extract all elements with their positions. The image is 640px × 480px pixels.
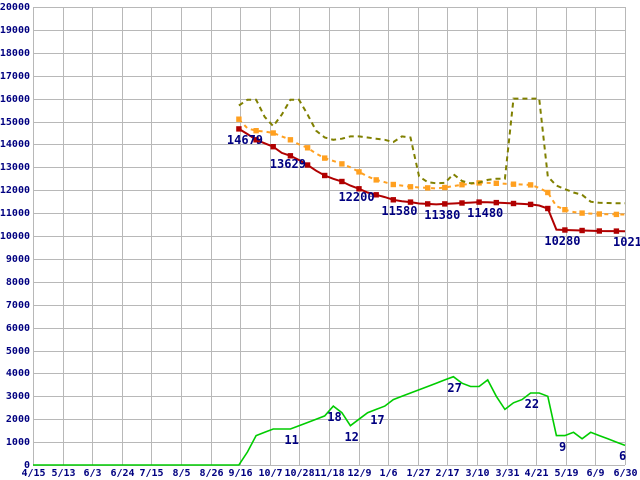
series-marker-price-main [322,172,328,179]
series-marker-price-main [390,197,397,203]
series-marker-price-upper-dashed [322,155,328,161]
series-marker-price-main [425,201,431,207]
series-marker-price-upper-dashed [390,181,397,188]
series-marker-price-main [579,227,585,234]
series-marker-price-upper-dashed [356,169,362,175]
series-marker-price-upper-dashed [304,145,311,151]
series-marker-price-upper-dashed [442,184,448,191]
series-marker-price-upper-dashed [545,189,551,196]
series-marker-price-upper-dashed [339,161,345,167]
series-marker-price-main [476,199,482,205]
series-marker-price-upper-dashed [596,211,602,217]
series-marker-price-main [613,228,620,234]
series-marker-price-main [287,153,294,159]
series-marker-price-main [373,192,379,198]
series-line-price-main [238,128,626,233]
series-marker-price-upper-dashed [253,128,259,134]
series-marker-price-upper-dashed [287,137,294,143]
series-marker-price-main [356,186,362,192]
series-marker-price-upper-dashed [579,210,585,216]
series-line-price-upper-dashed [238,118,626,216]
series-marker-price-upper-dashed [459,182,465,188]
series-marker-price-upper-dashed [425,185,431,191]
series-marker-price-main [527,201,534,208]
series-marker-price-main [510,200,517,207]
series-marker-price-upper-dashed [270,130,276,136]
series-marker-price-main [236,126,242,132]
series-marker-price-upper-dashed [236,116,242,122]
series-line-price-envelope-dotted [238,97,625,205]
series-marker-price-main [596,228,602,234]
series-marker-price-upper-dashed [493,180,500,187]
series-marker-price-main [339,178,345,185]
series-marker-price-upper-dashed [407,184,414,190]
series-marker-price-upper-dashed [562,207,568,213]
series-marker-price-main [459,200,465,206]
series-marker-price-upper-dashed [510,181,517,187]
series-marker-price-main [562,227,568,233]
series-marker-price-main [442,201,448,207]
series-marker-price-upper-dashed [373,177,379,183]
series-marker-price-main [493,199,500,206]
series-marker-price-main [407,199,414,205]
series-marker-price-upper-dashed [613,211,620,218]
series-line-volume-green [33,375,626,466]
series-marker-price-main [253,137,259,143]
series-marker-price-main [304,162,311,168]
series-marker-price-main [270,144,276,150]
series-marker-price-upper-dashed [527,182,534,188]
series-marker-price-main [545,205,551,212]
